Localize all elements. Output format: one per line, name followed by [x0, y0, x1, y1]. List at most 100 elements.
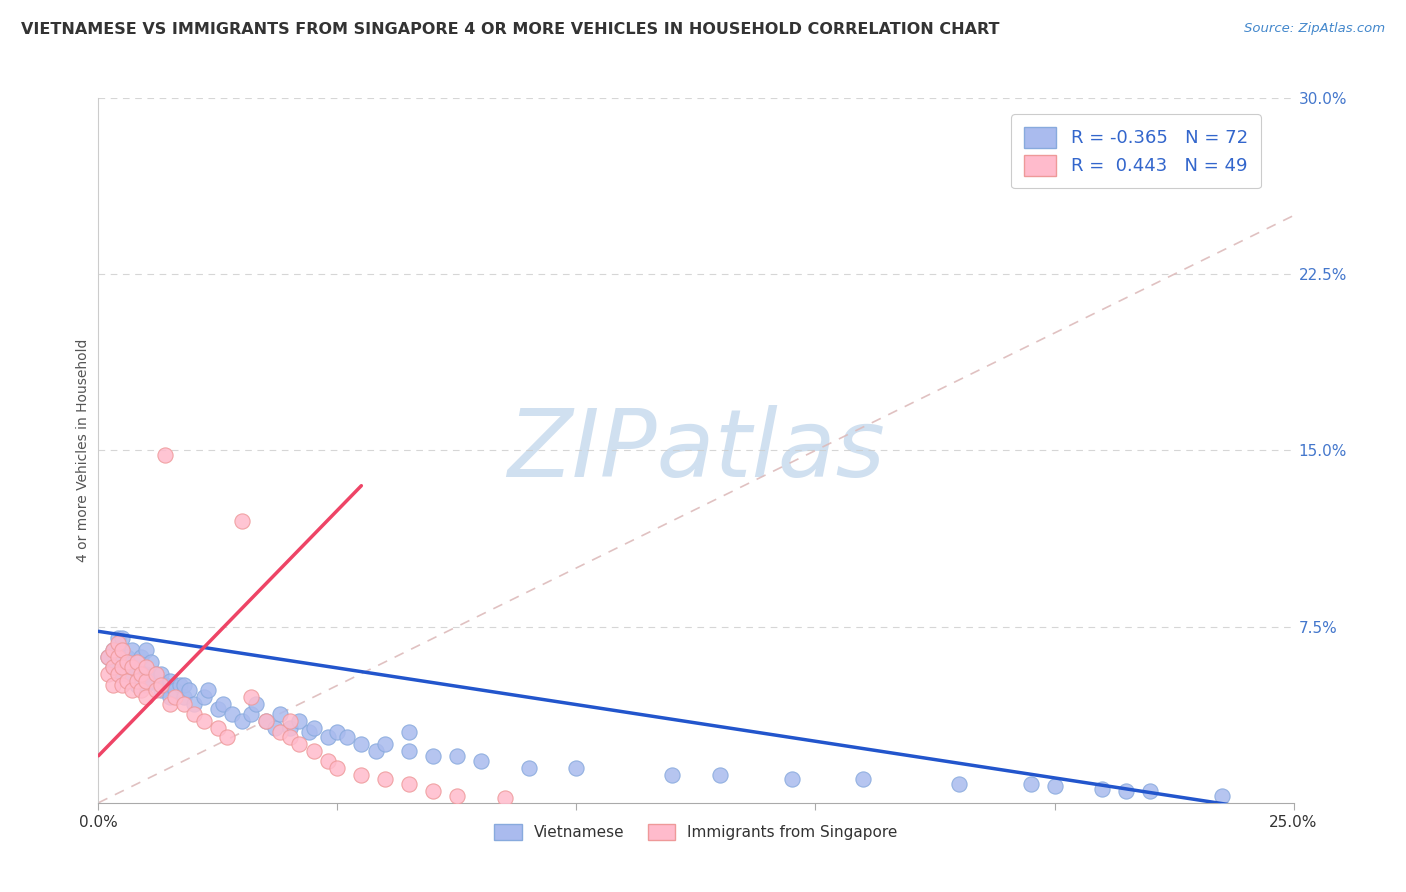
Point — [254, 714, 277, 728]
Point — [139, 655, 162, 669]
Point — [159, 690, 181, 705]
Point — [207, 702, 229, 716]
Point — [948, 777, 970, 791]
Point — [1211, 789, 1233, 803]
Point — [183, 706, 205, 721]
Point — [494, 791, 516, 805]
Point — [131, 683, 153, 698]
Point — [1115, 784, 1137, 798]
Point — [221, 706, 243, 721]
Point — [1091, 781, 1114, 796]
Point — [661, 767, 683, 781]
Point — [852, 772, 875, 787]
Point — [517, 760, 540, 774]
Point — [121, 643, 143, 657]
Point — [446, 748, 468, 763]
Point — [101, 659, 124, 673]
Point — [446, 789, 468, 803]
Point — [374, 737, 396, 751]
Point — [245, 697, 267, 711]
Point — [107, 666, 129, 681]
Point — [111, 643, 134, 657]
Point — [101, 678, 124, 692]
Point — [131, 666, 153, 681]
Point — [111, 632, 134, 646]
Point — [101, 643, 124, 657]
Point — [125, 655, 148, 669]
Point — [145, 666, 167, 681]
Point — [326, 760, 349, 774]
Point — [193, 714, 215, 728]
Point — [231, 514, 253, 528]
Point — [398, 777, 420, 791]
Point — [107, 636, 129, 650]
Point — [278, 721, 301, 735]
Point — [288, 714, 311, 728]
Point — [278, 714, 301, 728]
Point — [155, 448, 177, 462]
Point — [131, 650, 153, 665]
Point — [163, 683, 186, 698]
Point — [1139, 784, 1161, 798]
Point — [254, 714, 277, 728]
Point — [125, 673, 148, 688]
Point — [422, 748, 444, 763]
Point — [179, 683, 201, 698]
Point — [231, 714, 253, 728]
Point — [145, 666, 167, 681]
Point — [169, 678, 191, 692]
Text: ZIPatlas: ZIPatlas — [508, 405, 884, 496]
Legend: Vietnamese, Immigrants from Singapore: Vietnamese, Immigrants from Singapore — [486, 817, 905, 848]
Point — [111, 655, 134, 669]
Point — [1019, 777, 1042, 791]
Point — [111, 678, 134, 692]
Point — [135, 678, 157, 692]
Point — [326, 725, 349, 739]
Point — [350, 737, 373, 751]
Point — [193, 690, 215, 705]
Point — [302, 744, 325, 758]
Point — [240, 690, 263, 705]
Point — [107, 650, 129, 665]
Point — [336, 730, 359, 744]
Point — [217, 730, 239, 744]
Point — [211, 697, 233, 711]
Point — [316, 730, 339, 744]
Point — [183, 697, 205, 711]
Point — [470, 754, 492, 768]
Point — [173, 697, 195, 711]
Point — [135, 690, 157, 705]
Point — [163, 690, 186, 705]
Text: VIETNAMESE VS IMMIGRANTS FROM SINGAPORE 4 OR MORE VEHICLES IN HOUSEHOLD CORRELAT: VIETNAMESE VS IMMIGRANTS FROM SINGAPORE … — [21, 22, 1000, 37]
Point — [269, 725, 291, 739]
Point — [111, 643, 134, 657]
Point — [145, 683, 167, 698]
Text: Source: ZipAtlas.com: Source: ZipAtlas.com — [1244, 22, 1385, 36]
Point — [97, 666, 120, 681]
Point — [135, 666, 157, 681]
Point — [780, 772, 803, 787]
Point — [1043, 780, 1066, 794]
Point — [111, 659, 134, 673]
Point — [97, 650, 120, 665]
Point — [125, 678, 148, 692]
Point — [364, 744, 387, 758]
Point — [149, 678, 172, 692]
Point — [121, 659, 143, 673]
Point — [197, 683, 219, 698]
Point — [422, 784, 444, 798]
Point — [173, 690, 195, 705]
Point — [149, 683, 172, 698]
Point — [101, 659, 124, 673]
Point — [398, 744, 420, 758]
Point — [316, 754, 339, 768]
Point — [278, 730, 301, 744]
Point — [131, 666, 153, 681]
Y-axis label: 4 or more Vehicles in Household: 4 or more Vehicles in Household — [76, 339, 90, 562]
Point — [159, 697, 181, 711]
Point — [350, 767, 373, 781]
Point — [173, 678, 195, 692]
Point — [115, 650, 138, 665]
Point — [269, 706, 291, 721]
Point — [264, 721, 287, 735]
